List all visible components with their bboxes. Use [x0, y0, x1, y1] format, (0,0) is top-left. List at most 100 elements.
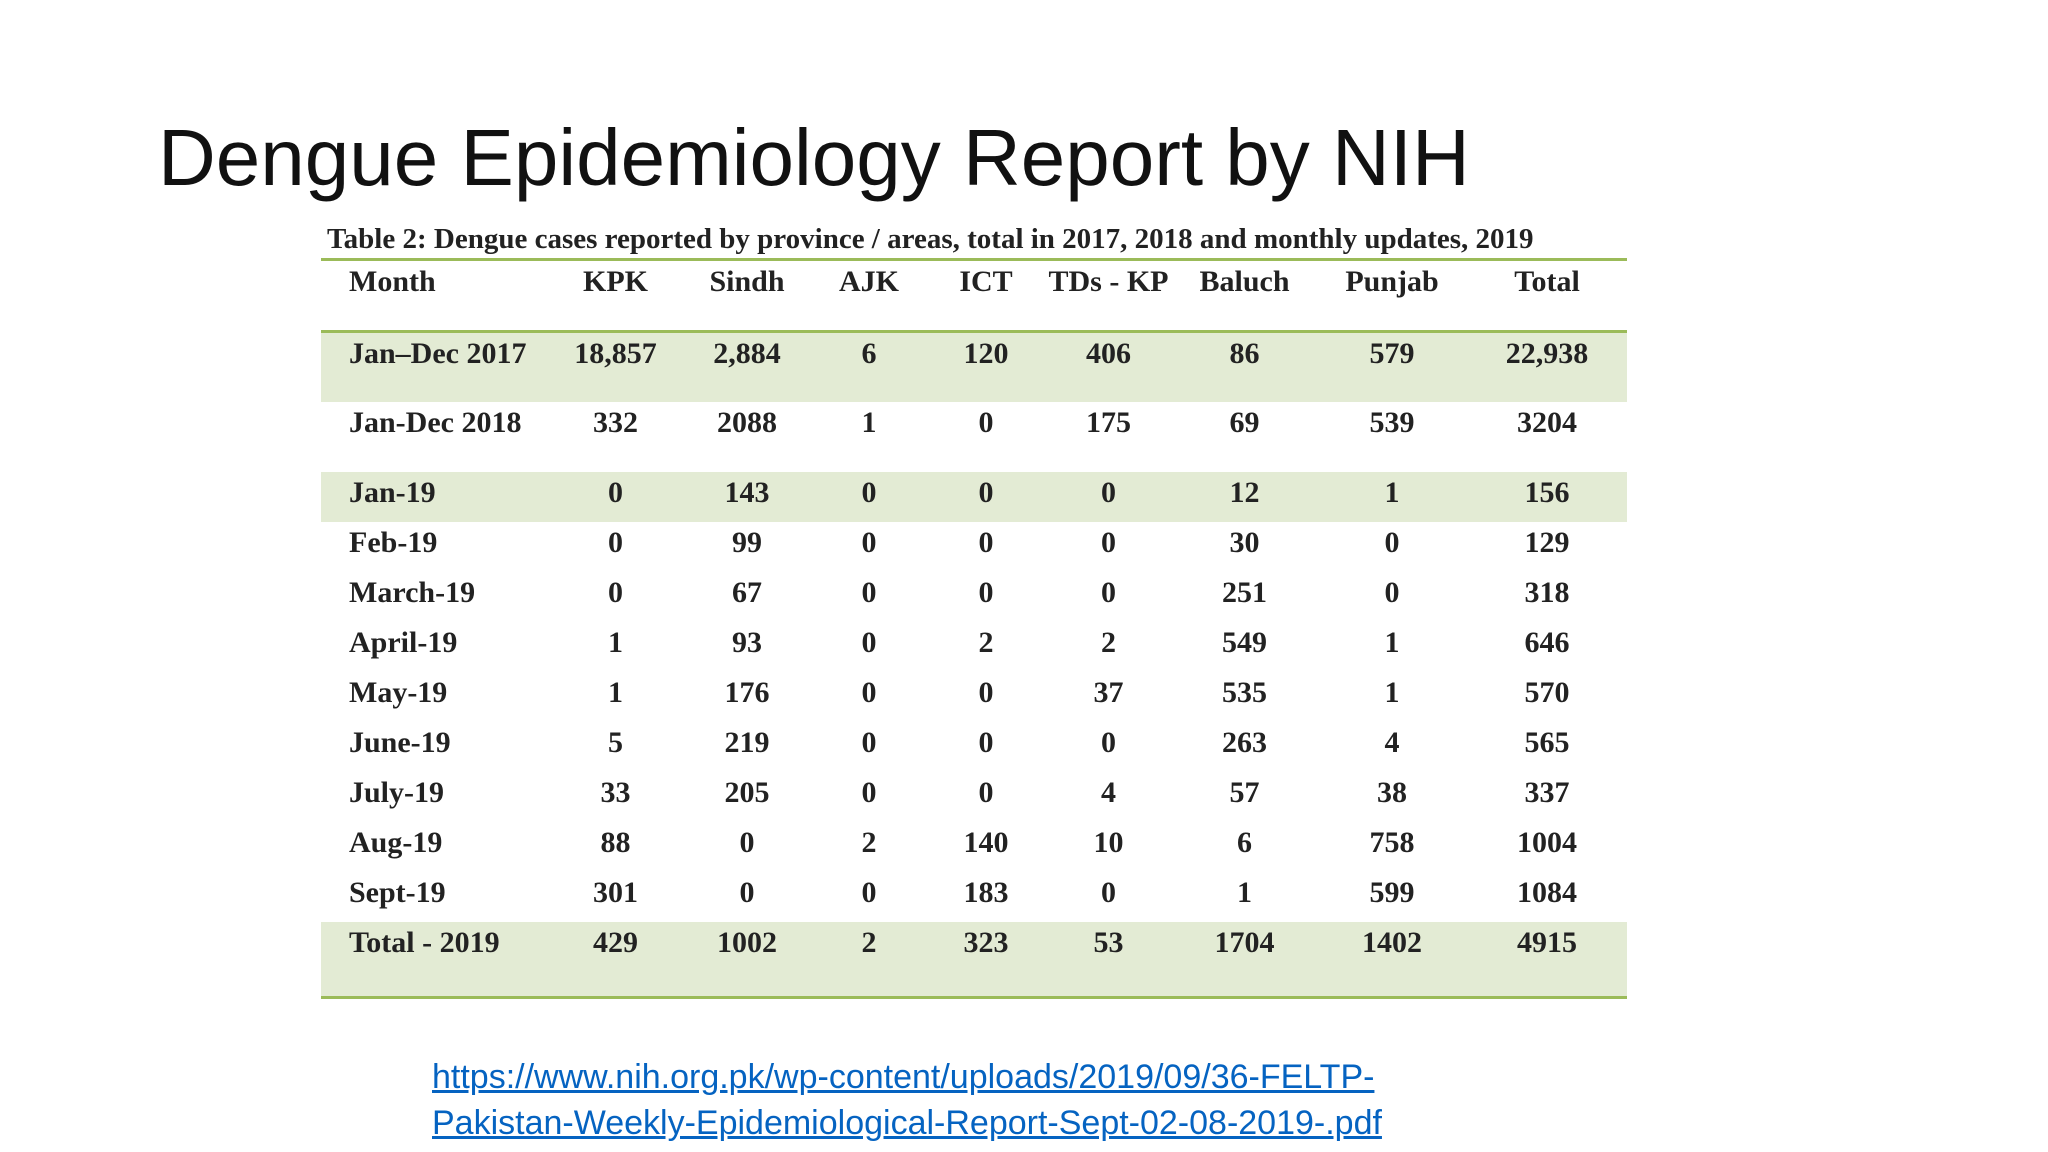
- header-cell: ICT: [959, 265, 1013, 298]
- table-cell: 37: [1093, 675, 1124, 709]
- table-cell: 429: [593, 925, 638, 959]
- table-caption: Table 2: Dengue cases reported by provin…: [327, 223, 1534, 255]
- table-cell: 205: [724, 775, 770, 809]
- table-row: March-19 0 67 0 0 0 251 0 318: [321, 572, 1627, 622]
- table-cell: 539: [1369, 405, 1415, 439]
- table-cell: 175: [1086, 405, 1131, 439]
- table-cell: 0: [1101, 725, 1116, 759]
- table-cell: 120: [963, 337, 1009, 370]
- table-cell: 646: [1524, 625, 1570, 659]
- data-table: Month KPK Sindh AJK ICT TDs - KP Baluch Punjab T…: [321, 258, 1627, 999]
- row-label: Feb-19: [349, 525, 438, 559]
- table-row: Jan–Dec 2017 18,857 2,884 6 120 406 86 579 22,93…: [321, 331, 1627, 402]
- table-row: Jan-19 0 143 0 0 0 12 1 156: [321, 471, 1627, 522]
- table-cell: 140: [963, 825, 1009, 859]
- header-cell: Month: [349, 265, 436, 298]
- table-cell: 1004: [1517, 825, 1577, 859]
- header-cell: Punjab: [1345, 265, 1439, 298]
- table-cell: 88: [600, 825, 631, 859]
- table-cell: 3204: [1517, 405, 1577, 439]
- table-cell: 1: [608, 675, 623, 709]
- table-cell: 0: [1101, 875, 1116, 909]
- table-cell: 263: [1222, 725, 1267, 759]
- table-cell: 6: [861, 337, 877, 370]
- table-cell: 0: [739, 875, 755, 909]
- table-cell: 301: [593, 875, 638, 909]
- table-cell: 18,857: [574, 337, 657, 370]
- table-cell: 1002: [717, 925, 777, 959]
- header-cell: KPK: [583, 265, 648, 298]
- link-line[interactable]: https://www.nih.org.pk/wp-content/upload…: [432, 1058, 1375, 1096]
- table-cell: 1: [861, 405, 877, 439]
- table-cell: 0: [1101, 575, 1116, 609]
- table-cell: 30: [1229, 525, 1260, 559]
- table-cell: 0: [608, 575, 623, 609]
- table-cell: 4: [1101, 775, 1116, 809]
- row-label: Jan-19: [349, 475, 436, 509]
- table-cell: 93: [732, 625, 762, 659]
- table-cell: 2,884: [713, 337, 781, 370]
- table-cell: 758: [1369, 825, 1415, 859]
- table-cell: 318: [1524, 575, 1570, 609]
- table-cell: 53: [1093, 925, 1124, 959]
- link-line[interactable]: Pakistan-Weekly-Epidemiological-Report-S…: [432, 1104, 1382, 1142]
- header-cell: Baluch: [1199, 265, 1290, 298]
- row-label: July-19: [349, 775, 445, 809]
- table-cell: 69: [1229, 405, 1260, 439]
- table-row: April-19 1 93 0 2 2 549 1 646: [321, 622, 1627, 672]
- table-cell: 332: [593, 405, 638, 439]
- table-cell: 570: [1524, 675, 1570, 709]
- table-cell: 2088: [717, 405, 777, 439]
- table-cell: 0: [1101, 525, 1116, 559]
- table-row: Feb-19 0 99 0 0 0 30 0 129: [321, 522, 1627, 572]
- table-cell: 57: [1229, 775, 1260, 809]
- table-cell: 1: [1384, 625, 1400, 659]
- table-cell: 0: [861, 625, 877, 659]
- table-row: Sept-19 301 0 0 183 0 1 599 1084: [321, 872, 1627, 922]
- table-cell: 2: [1101, 625, 1116, 659]
- header-cell: Sindh: [709, 265, 785, 298]
- table-cell: 5: [608, 725, 623, 759]
- table-cell: 1: [1384, 675, 1400, 709]
- table-cell: 0: [1384, 575, 1400, 609]
- table-cell: 67: [732, 575, 762, 609]
- table-row: June-19 5 219 0 0 0 263 4 565: [321, 722, 1627, 772]
- table-cell: 22,938: [1505, 337, 1589, 370]
- table-cell: 219: [724, 725, 770, 759]
- table-cell: 2: [861, 925, 877, 959]
- table-cell: 4: [1384, 725, 1400, 759]
- table-cell: 565: [1524, 725, 1570, 759]
- table-image: Table 2: Dengue cases reported by provin…: [321, 222, 1627, 999]
- table-cell: 0: [978, 725, 994, 759]
- table-cell: 176: [724, 675, 770, 709]
- table-cell: 156: [1524, 475, 1570, 509]
- row-label: Aug-19: [349, 825, 443, 859]
- table-row: Aug-19 88 0 2 140 10 6 758 1004: [321, 822, 1627, 872]
- table-row: Jan-Dec 2018 332 2088 1 0 175 69 539 3204: [321, 402, 1627, 472]
- table-cell: 599: [1369, 875, 1415, 909]
- row-label: May-19: [349, 675, 448, 709]
- table-cell: 1402: [1362, 925, 1422, 959]
- table-cell: 0: [861, 475, 877, 509]
- slide-title: Dengue Epidemiology Report by NIH: [158, 113, 1470, 202]
- table-cell: 0: [861, 575, 877, 609]
- table-cell: 0: [978, 675, 994, 709]
- table-cell: 0: [861, 725, 877, 759]
- table-cell: 0: [861, 875, 877, 909]
- table-cell: 10: [1093, 825, 1124, 859]
- table-cell: 1: [1237, 875, 1252, 909]
- row-label: Jan-Dec 2018: [349, 405, 522, 439]
- table-cell: 129: [1524, 525, 1570, 559]
- row-label: Total - 2019: [349, 925, 500, 959]
- table-cell: 1704: [1214, 925, 1275, 959]
- table-row: May-19 1 176 0 0 37 535 1 570: [321, 672, 1627, 722]
- table-cell: 0: [1101, 475, 1116, 509]
- table-cell: 0: [978, 575, 994, 609]
- table-cell: 99: [732, 525, 762, 559]
- source-link[interactable]: https://www.nih.org.pk/wp-content/upload…: [432, 1054, 1382, 1146]
- table-cell: 86: [1229, 337, 1260, 370]
- table-cell: 0: [861, 775, 877, 809]
- header-cell: Total: [1514, 265, 1580, 298]
- row-label: April-19: [349, 625, 458, 659]
